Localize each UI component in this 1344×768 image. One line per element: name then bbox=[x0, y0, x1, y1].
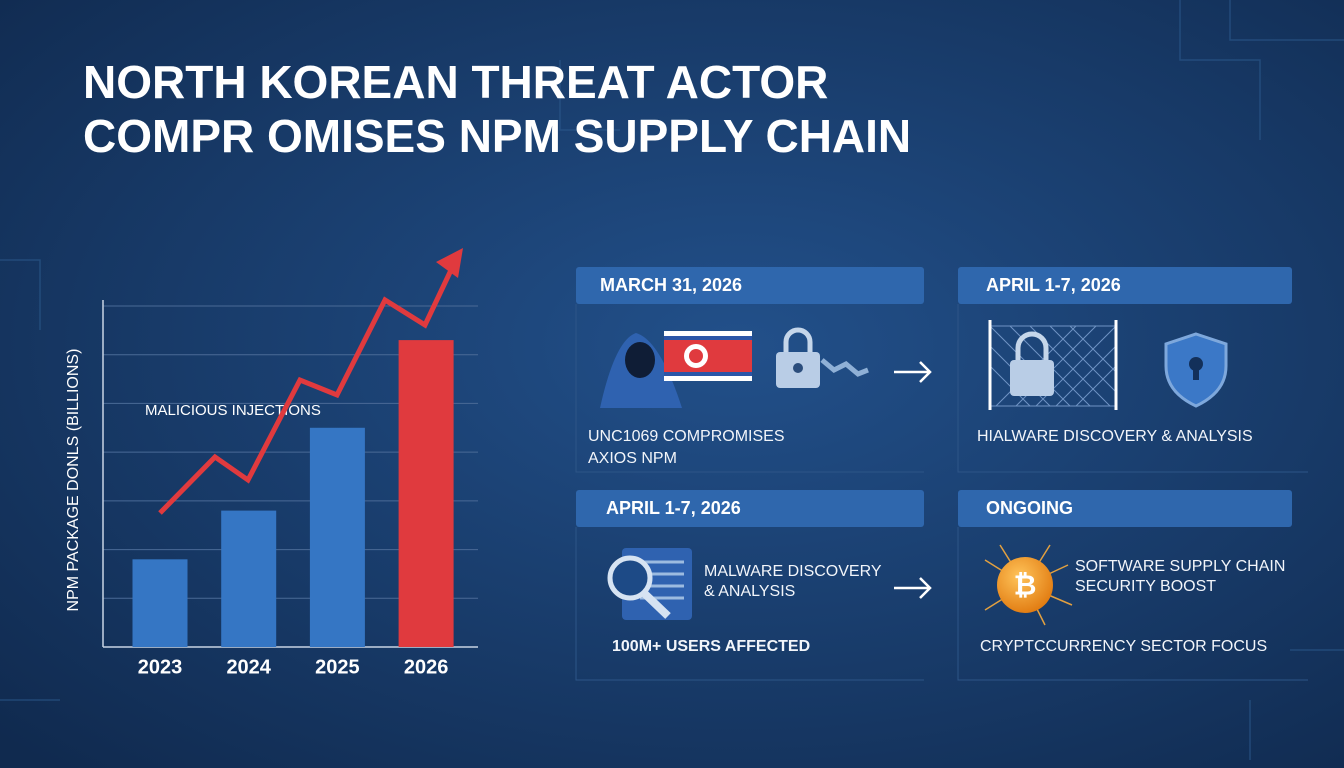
card-text: & ANALYSIS bbox=[704, 583, 795, 600]
hacker-face bbox=[625, 342, 655, 378]
trend-arrow-head bbox=[436, 248, 463, 278]
card-text: HIALWARE DISCOVERY & ANALYSIS bbox=[977, 428, 1253, 445]
shield-lock bbox=[1193, 366, 1199, 380]
card-text: SOFTWARE SUPPLY CHAIN bbox=[1075, 558, 1285, 575]
card-text: UNC1069 COMPROMISES bbox=[588, 428, 785, 445]
card-border bbox=[957, 527, 1308, 681]
card-date: APRIL 1-7, 2026 bbox=[606, 498, 741, 518]
x-tick-label: 2023 bbox=[138, 656, 183, 678]
lock-icon bbox=[1015, 331, 1049, 360]
card-border bbox=[575, 527, 924, 681]
shield-lock bbox=[1189, 357, 1203, 371]
x-tick-label: 2025 bbox=[315, 656, 360, 678]
bar bbox=[309, 427, 365, 647]
annotation: MALICIOUS INJECTIONS bbox=[145, 402, 321, 419]
card-header bbox=[576, 490, 924, 527]
lock-icon bbox=[1010, 360, 1054, 396]
card-text: MALWARE DISCOVERY bbox=[704, 563, 882, 580]
document-lines bbox=[640, 560, 684, 600]
card-text: SECURITY BOOST bbox=[1075, 578, 1216, 595]
chart: NPM PACKAGE DONLS (BILLIONS) MALICIOUS I… bbox=[65, 248, 478, 678]
flag-star bbox=[689, 349, 703, 363]
card-date: APRIL 1-7, 2026 bbox=[986, 275, 1121, 295]
magnifier-icon bbox=[607, 555, 653, 601]
card: ONGOING ₿ SOFTWARE SUPPLY CHAIN SECURITY… bbox=[957, 490, 1308, 681]
bitcoin-icon bbox=[997, 557, 1053, 613]
card: APRIL 1-7, 2026 HIALWARE DISCOVERY & ANA… bbox=[957, 267, 1308, 473]
bar bbox=[221, 510, 277, 647]
chain-icon bbox=[820, 358, 869, 377]
y-axis-label: NPM PACKAGE DONLS (BILLIONS) bbox=[65, 349, 82, 612]
x-tick-label: 2026 bbox=[404, 656, 449, 678]
title-line: COMPR OMISES NPM SUPPLY CHAIN bbox=[83, 110, 911, 162]
bitcoin-symbol: ₿ bbox=[1014, 569, 1037, 600]
card-border bbox=[957, 304, 1308, 473]
card: MARCH 31, 2026 UNC1069 COMPROMISES AXIOS… bbox=[575, 267, 932, 473]
title-line: NORTH KOREAN THREAT ACTOR bbox=[83, 56, 828, 108]
net-posts bbox=[988, 320, 1118, 410]
trend-arrow bbox=[158, 266, 455, 515]
lock-hole bbox=[793, 363, 803, 373]
card-border bbox=[575, 304, 924, 473]
card: APRIL 1-7, 2026 MALWARE DISCOVERY & ANAL… bbox=[575, 490, 932, 681]
card-header bbox=[576, 267, 924, 304]
x-tick-label: 2024 bbox=[226, 656, 271, 678]
magnifier-handle bbox=[642, 591, 671, 619]
arrow bbox=[894, 577, 932, 599]
card-text: CRYPTCCURRENCY SECTOR FOCUS bbox=[980, 638, 1267, 655]
card-header bbox=[958, 490, 1292, 527]
arrow bbox=[894, 361, 932, 383]
card-text: 100M+ USERS AFFECTED bbox=[612, 638, 810, 655]
lock-icon bbox=[783, 327, 813, 352]
card-text: AXIOS NPM bbox=[588, 450, 677, 467]
card-header bbox=[958, 267, 1292, 304]
timeline-cards: MARCH 31, 2026 UNC1069 COMPROMISES AXIOS… bbox=[575, 267, 1308, 681]
card-date: MARCH 31, 2026 bbox=[600, 275, 742, 295]
bar bbox=[398, 340, 454, 647]
card-date: ONGOING bbox=[986, 498, 1073, 518]
bar bbox=[132, 559, 188, 647]
